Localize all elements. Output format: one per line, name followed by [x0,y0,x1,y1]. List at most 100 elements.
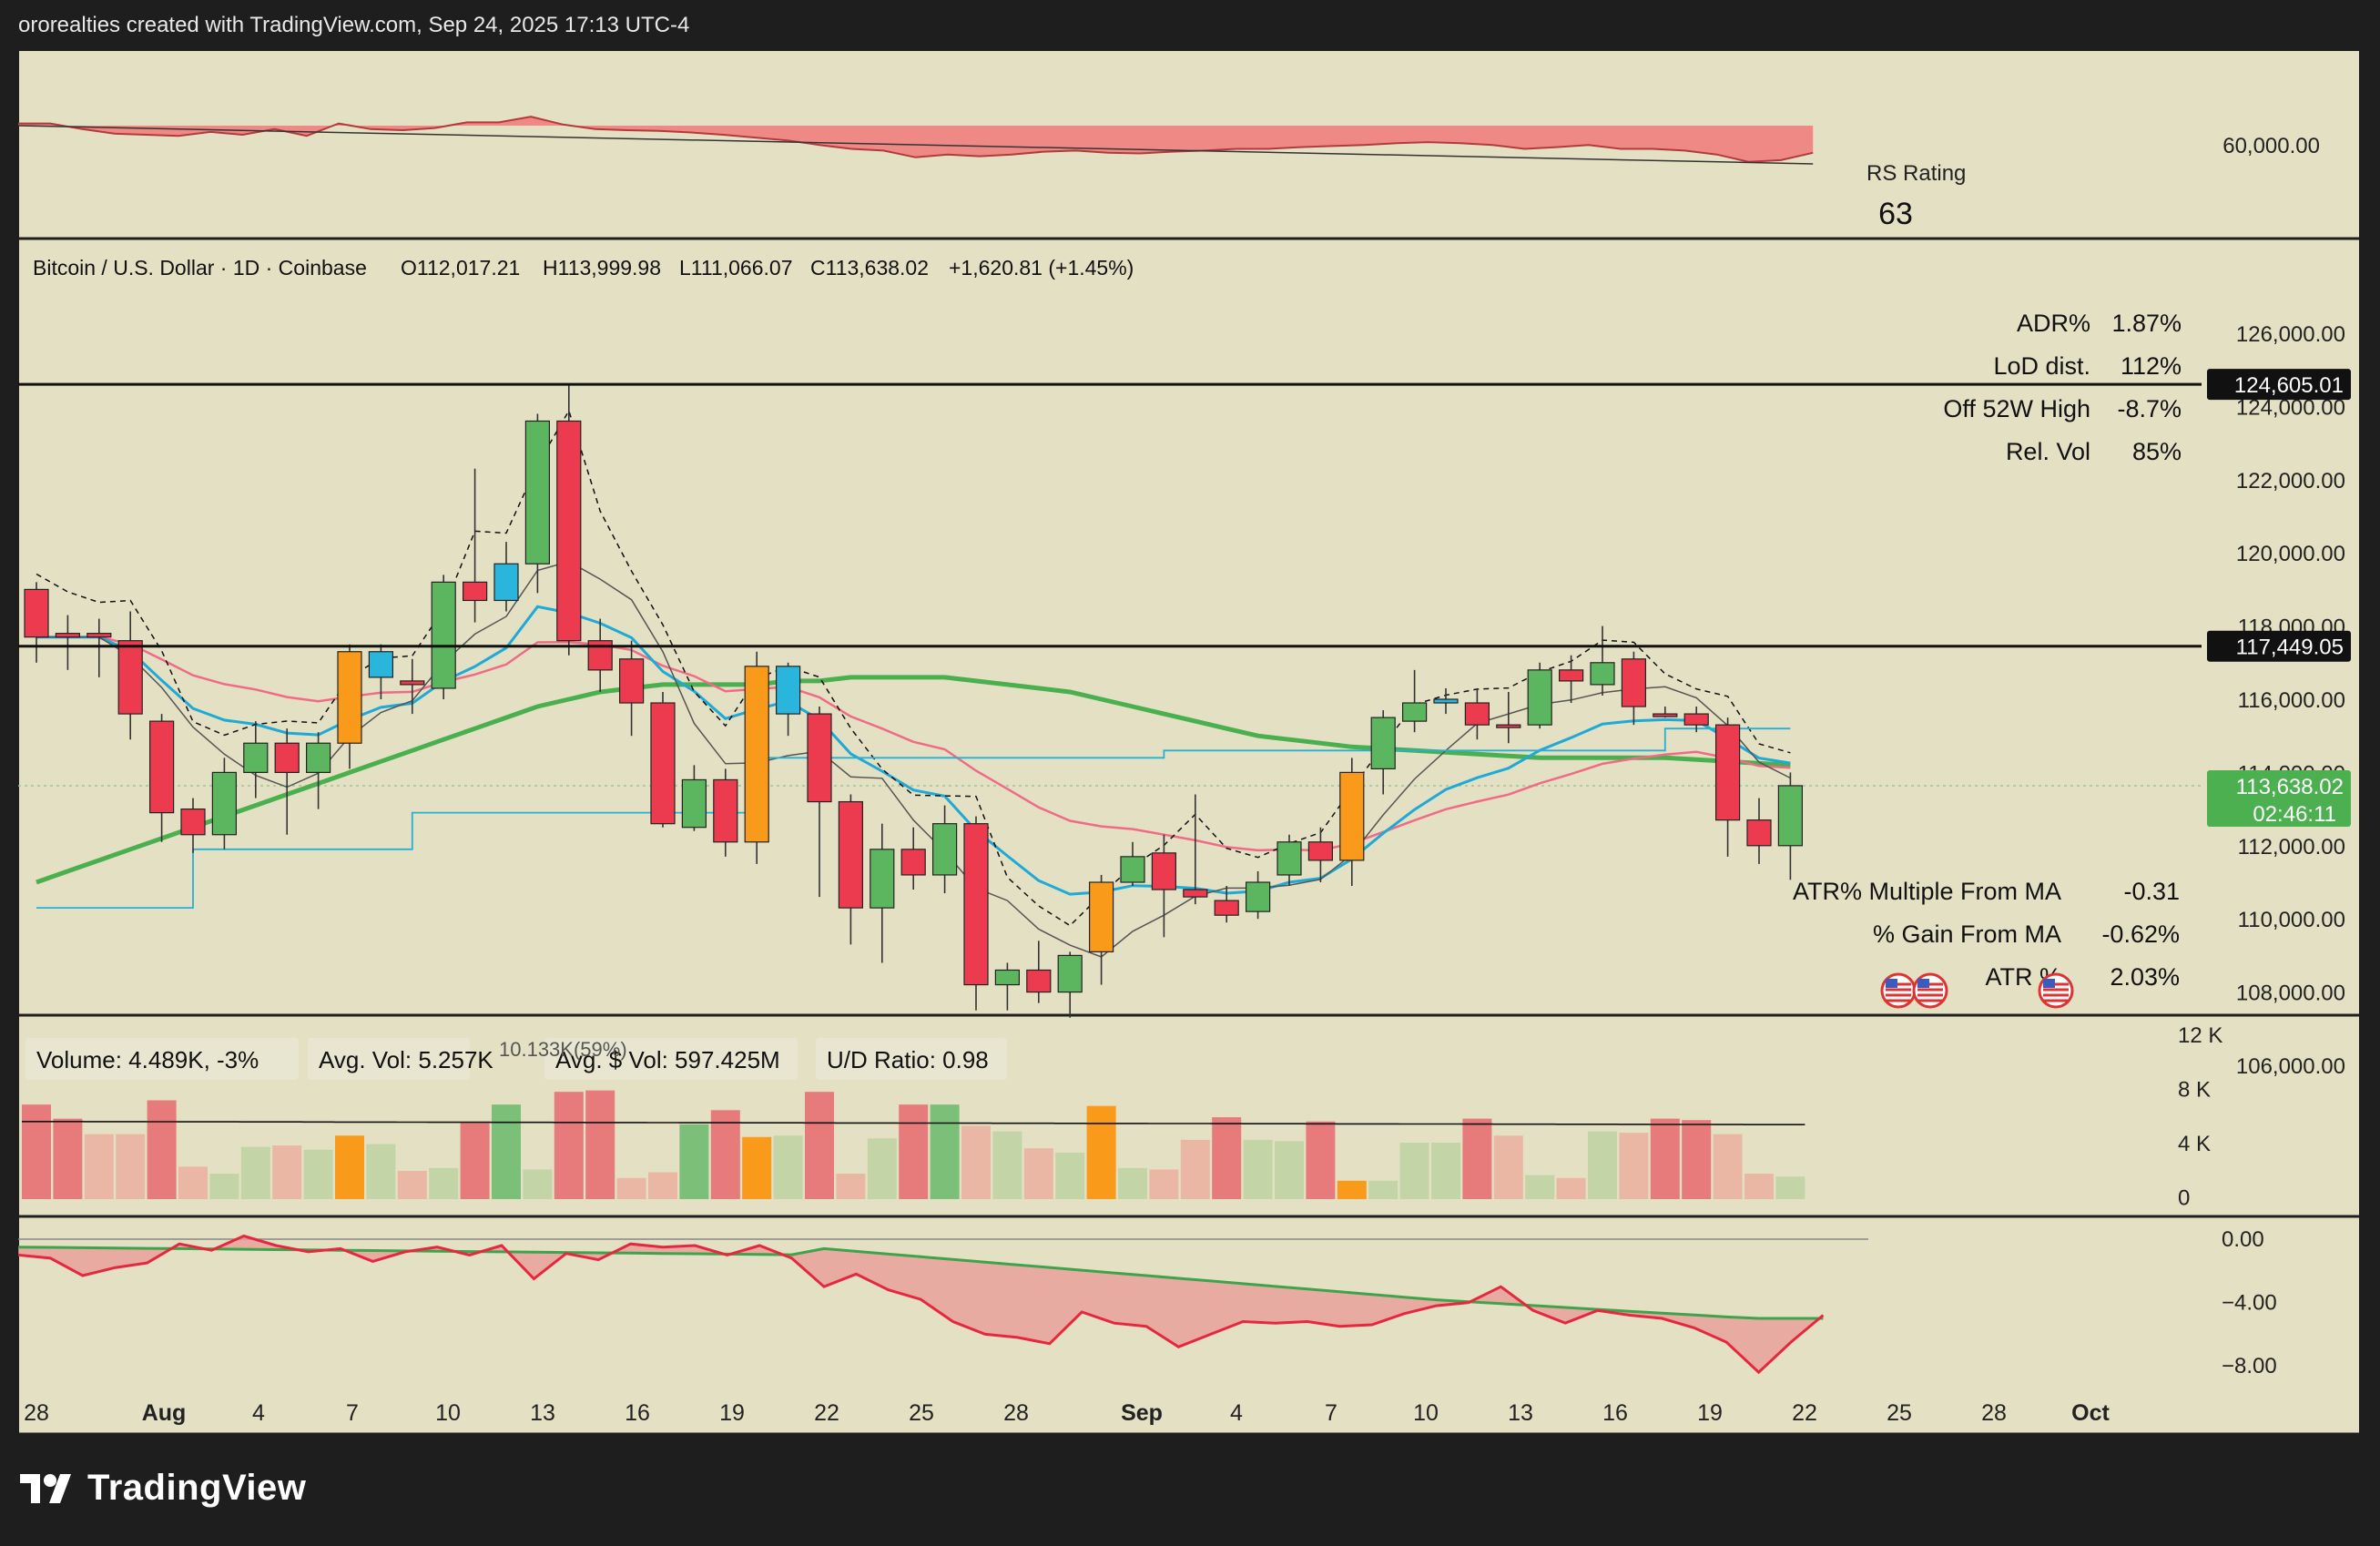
volume-bar [1462,1118,1492,1199]
ohlc-open: O112,017.21 [401,256,520,280]
volume-bar [209,1174,239,1199]
candle-body [1026,969,1052,993]
volume-label-bg [25,1038,299,1080]
candle [243,721,269,798]
candle [713,768,738,857]
candle-body [493,563,519,602]
time-axis-tick: 7 [346,1400,359,1426]
candle [900,827,926,890]
candle [1433,687,1459,715]
candle [1590,626,1615,696]
candle [744,651,769,864]
candle-body [306,742,331,773]
sma-long-line [36,675,1791,885]
volume-label: Volume: 4.489K, -3% [36,1046,259,1073]
volume-bar [1337,1180,1367,1199]
candle [337,644,362,769]
candle-body [1653,713,1678,717]
candle [1683,707,1709,733]
volume-bar [1650,1118,1680,1199]
tradingview-logo[interactable]: TradingView [20,1468,306,1509]
candle [931,805,958,894]
candle-body [870,849,895,909]
candle-body [963,823,989,986]
candle-body [556,420,582,642]
candle [870,823,895,963]
volume-bar [492,1104,521,1199]
volume-bar [773,1135,803,1199]
avg-volume-label: Avg. Vol: 5.257K [319,1046,493,1073]
stat-label: LoD dist. [1993,352,2090,380]
volume-bar [992,1131,1022,1199]
volume-bar [1368,1180,1399,1199]
candle [994,962,1021,1011]
candle [55,615,81,670]
volume-bar [523,1169,553,1199]
volume-axis-tick: 0 [2178,1186,2190,1211]
osc-axis-tick: −4.00 [2222,1291,2277,1316]
us-flag-icon [1880,972,1917,1009]
candle-body [1558,669,1584,682]
volume-bar [585,1090,615,1199]
osc-line [17,1234,1825,1375]
time-axis-tick: Aug [142,1400,187,1426]
flag-canton [1917,979,1929,988]
ohlc-high: H113,999.98 [543,256,661,280]
avg-volume-label-bg [308,1038,470,1080]
candle-body [618,658,645,704]
candle [400,658,425,715]
volume-bar [805,1092,834,1199]
candle [838,794,864,945]
candle-body [1683,713,1709,726]
candle-body [900,849,926,876]
volume-bar [366,1144,396,1199]
time-axis-tick: 4 [1230,1400,1243,1426]
avg-volume-line [22,1121,1805,1125]
candle-body [86,633,112,638]
time-axis-tick: 10 [1413,1400,1439,1426]
osc-fill [18,1236,1824,1373]
candle [1527,662,1552,729]
volume-axis-tick: 8 K [2178,1078,2211,1103]
candle-body [744,666,769,843]
candle-body [1370,717,1396,769]
candle [274,728,300,835]
time-axis-tick: 25 [1887,1400,1912,1426]
volume-bar [1493,1135,1523,1199]
us-flag-icon [2038,972,2074,1009]
tradingview-wordmark: TradingView [87,1468,307,1508]
candle-body [807,713,832,803]
candle-body [1276,841,1302,876]
candle [650,691,676,828]
candle [681,765,707,831]
time-axis-tick: 16 [1602,1400,1628,1426]
volume-bar [1306,1121,1336,1199]
candle [618,640,645,737]
attribution-bar: ororealties created with TradingView.com… [0,0,2380,50]
ohlc-low: L111,066.07 [679,256,793,280]
candle-body [463,581,488,602]
rs-baseline [17,125,1814,165]
candle [1214,886,1239,923]
symbol-title: Bitcoin / U.S. Dollar · 1D · Coinbase [33,256,367,280]
candle-body [1621,658,1647,707]
volume-bar [1023,1148,1053,1199]
candle [306,732,331,809]
candle [24,582,49,663]
volume-bar [1525,1175,1555,1199]
high-price-tag-bg [2207,369,2351,401]
volume-bar [648,1172,677,1199]
candle-body [1151,852,1177,890]
price-axis-tick: 120,000.00 [2236,542,2345,566]
candle [963,816,989,1011]
osc-axis-tick: −8.00 [2222,1354,2277,1378]
price-axis-tick: 106,000.00 [2236,1054,2345,1079]
candle-body [1120,856,1145,883]
price-axis-tick: 122,000.00 [2236,469,2345,493]
stat-label: Off 52W High [1943,395,2090,422]
resistance-price-tag-bg [2207,630,2351,662]
candle-body [1401,702,1428,722]
candle [180,798,206,853]
ma-stat-value: 2.03% [2110,963,2180,991]
